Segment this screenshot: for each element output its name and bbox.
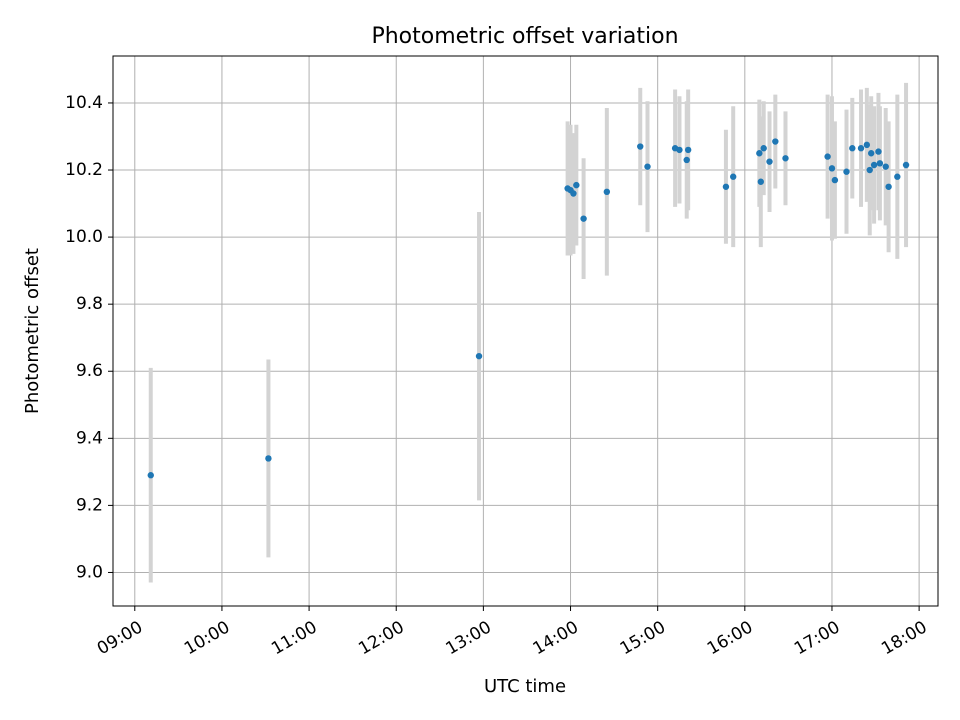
data-point [882, 163, 889, 170]
plot-frame [112, 55, 939, 607]
data-point [875, 148, 882, 155]
x-axis-label: UTC time [484, 676, 566, 697]
data-point [857, 145, 865, 152]
data-point [849, 145, 856, 152]
data-markers [147, 138, 910, 479]
data-point [828, 165, 836, 172]
data-point [766, 158, 773, 165]
data-point [831, 176, 839, 184]
y-tick-label: 9.6 [76, 361, 103, 381]
y-axis-label: Photometric offset [22, 248, 43, 414]
y-tick-label: 9.8 [76, 294, 103, 314]
y-tick-label: 10.4 [65, 93, 103, 113]
data-point [475, 352, 483, 360]
data-point [147, 472, 154, 479]
data-point [722, 183, 730, 190]
data-point [730, 173, 737, 180]
data-point [876, 160, 884, 167]
data-point [676, 146, 683, 154]
data-point [756, 150, 763, 157]
y-tick-label: 10.2 [65, 160, 103, 180]
data-point [894, 173, 901, 180]
data-point [760, 145, 767, 152]
data-point [885, 183, 892, 190]
data-point [870, 161, 878, 169]
data-point [782, 155, 789, 162]
y-tick-label: 10.0 [65, 227, 103, 247]
data-point [863, 141, 871, 149]
data-point [265, 455, 272, 462]
data-point [902, 161, 910, 169]
data-point [573, 181, 580, 189]
data-point [843, 168, 850, 175]
y-tick-label: 9.0 [76, 562, 103, 582]
data-point [580, 215, 587, 222]
data-point [866, 166, 873, 174]
data-point [603, 188, 611, 196]
data-point [683, 156, 690, 164]
data-point [637, 143, 644, 150]
chart-title: Photometric offset variation [371, 24, 678, 49]
y-tick-label: 9.2 [76, 495, 103, 515]
data-point [684, 146, 692, 154]
y-tick-label: 9.4 [76, 428, 103, 448]
data-point [772, 138, 779, 145]
data-point [570, 190, 577, 197]
data-point [757, 178, 764, 185]
data-point [644, 163, 651, 170]
data-point [867, 150, 875, 157]
data-point [824, 153, 831, 160]
